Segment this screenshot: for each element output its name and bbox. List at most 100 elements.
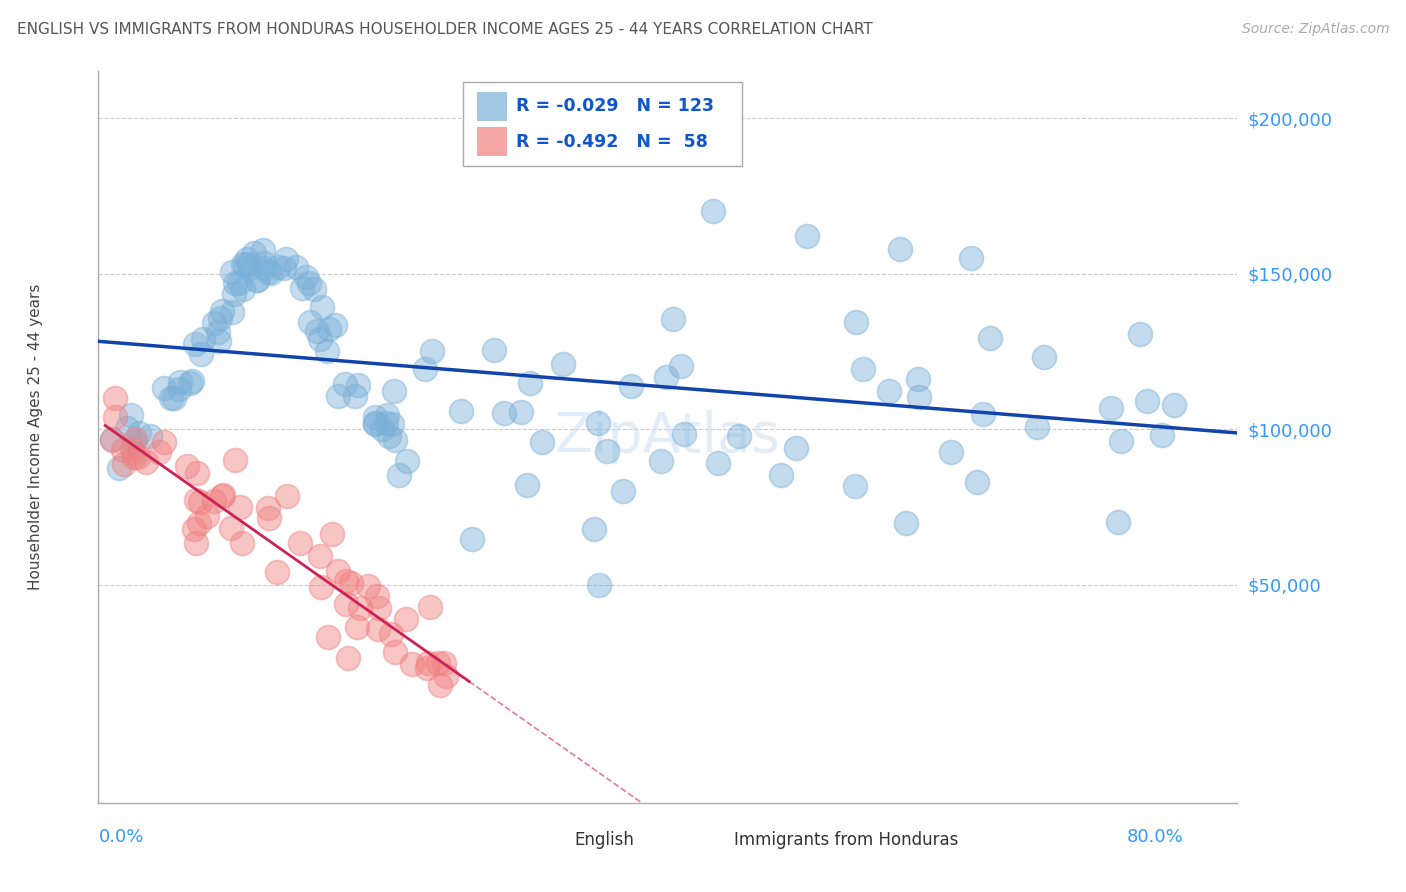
- Point: [309, 333, 332, 347]
- Point: [620, 378, 643, 392]
- Point: [195, 509, 218, 524]
- Point: [364, 416, 387, 430]
- Point: [284, 260, 307, 274]
- Point: [260, 266, 283, 280]
- Point: [101, 433, 124, 447]
- Point: [221, 521, 243, 535]
- Point: [273, 261, 295, 276]
- Point: [211, 303, 233, 318]
- Text: R = -0.029   N = 123: R = -0.029 N = 123: [516, 97, 714, 115]
- Point: [340, 576, 363, 591]
- Point: [112, 457, 135, 471]
- Point: [120, 408, 142, 422]
- Point: [127, 450, 149, 464]
- FancyBboxPatch shape: [463, 82, 742, 167]
- Point: [1099, 401, 1122, 415]
- Point: [596, 444, 619, 458]
- Point: [311, 300, 333, 314]
- Point: [419, 599, 441, 614]
- Point: [186, 536, 208, 550]
- Point: [395, 612, 418, 626]
- Text: 80.0%: 80.0%: [1126, 828, 1184, 846]
- Point: [183, 522, 205, 536]
- Point: [229, 500, 252, 514]
- Point: [236, 252, 259, 267]
- Text: ENGLISH VS IMMIGRANTS FROM HONDURAS HOUSEHOLDER INCOME AGES 25 - 44 YEARS CORREL: ENGLISH VS IMMIGRANTS FROM HONDURAS HOUS…: [17, 22, 873, 37]
- Point: [135, 455, 157, 469]
- Point: [191, 332, 214, 346]
- Point: [371, 421, 394, 435]
- Point: [366, 590, 388, 604]
- Point: [612, 483, 634, 498]
- Point: [433, 656, 456, 670]
- Point: [252, 243, 274, 257]
- Point: [104, 410, 127, 425]
- Point: [246, 273, 269, 287]
- Point: [401, 657, 423, 672]
- Point: [588, 578, 610, 592]
- Point: [959, 251, 981, 265]
- Point: [413, 361, 436, 376]
- Point: [1033, 351, 1056, 365]
- Point: [966, 475, 988, 489]
- Point: [291, 281, 314, 295]
- Point: [728, 429, 751, 443]
- Point: [180, 374, 202, 388]
- Point: [208, 334, 231, 348]
- Point: [388, 468, 411, 483]
- Point: [380, 417, 402, 432]
- Point: [1025, 419, 1047, 434]
- Point: [363, 409, 385, 424]
- Point: [246, 273, 269, 287]
- Point: [211, 490, 233, 504]
- Point: [176, 458, 198, 473]
- Point: [416, 661, 439, 675]
- Point: [315, 343, 337, 358]
- Point: [1109, 434, 1132, 449]
- Point: [318, 322, 340, 336]
- Point: [655, 370, 678, 384]
- Text: 0.0%: 0.0%: [98, 828, 143, 846]
- Point: [184, 493, 207, 508]
- Point: [233, 259, 256, 273]
- Point: [769, 468, 792, 483]
- Point: [979, 331, 1001, 345]
- Point: [121, 442, 143, 456]
- Point: [586, 417, 609, 431]
- Point: [375, 409, 398, 423]
- Point: [111, 443, 134, 458]
- Text: R = -0.492   N =  58: R = -0.492 N = 58: [516, 133, 709, 151]
- Point: [384, 645, 406, 659]
- Point: [122, 434, 145, 449]
- Point: [889, 242, 911, 256]
- Point: [294, 270, 316, 285]
- Point: [231, 535, 253, 549]
- Point: [879, 384, 901, 398]
- Point: [202, 316, 225, 330]
- FancyBboxPatch shape: [477, 127, 508, 156]
- Point: [190, 346, 212, 360]
- Point: [844, 479, 866, 493]
- Point: [259, 510, 281, 524]
- Point: [702, 204, 724, 219]
- Point: [308, 549, 330, 564]
- Point: [290, 535, 312, 549]
- Point: [153, 381, 176, 395]
- Point: [232, 257, 254, 271]
- Point: [852, 362, 875, 376]
- Point: [1150, 428, 1173, 442]
- Point: [785, 442, 807, 456]
- Point: [256, 500, 278, 515]
- Point: [707, 456, 730, 470]
- Point: [266, 565, 288, 579]
- Text: Householder Income Ages 25 - 44 years: Householder Income Ages 25 - 44 years: [28, 284, 44, 591]
- Point: [367, 622, 389, 636]
- Point: [357, 579, 380, 593]
- Point: [318, 630, 340, 644]
- Point: [309, 580, 332, 594]
- Point: [326, 389, 349, 403]
- Point: [121, 446, 143, 460]
- Point: [321, 527, 343, 541]
- Point: [510, 405, 533, 419]
- Point: [221, 265, 243, 279]
